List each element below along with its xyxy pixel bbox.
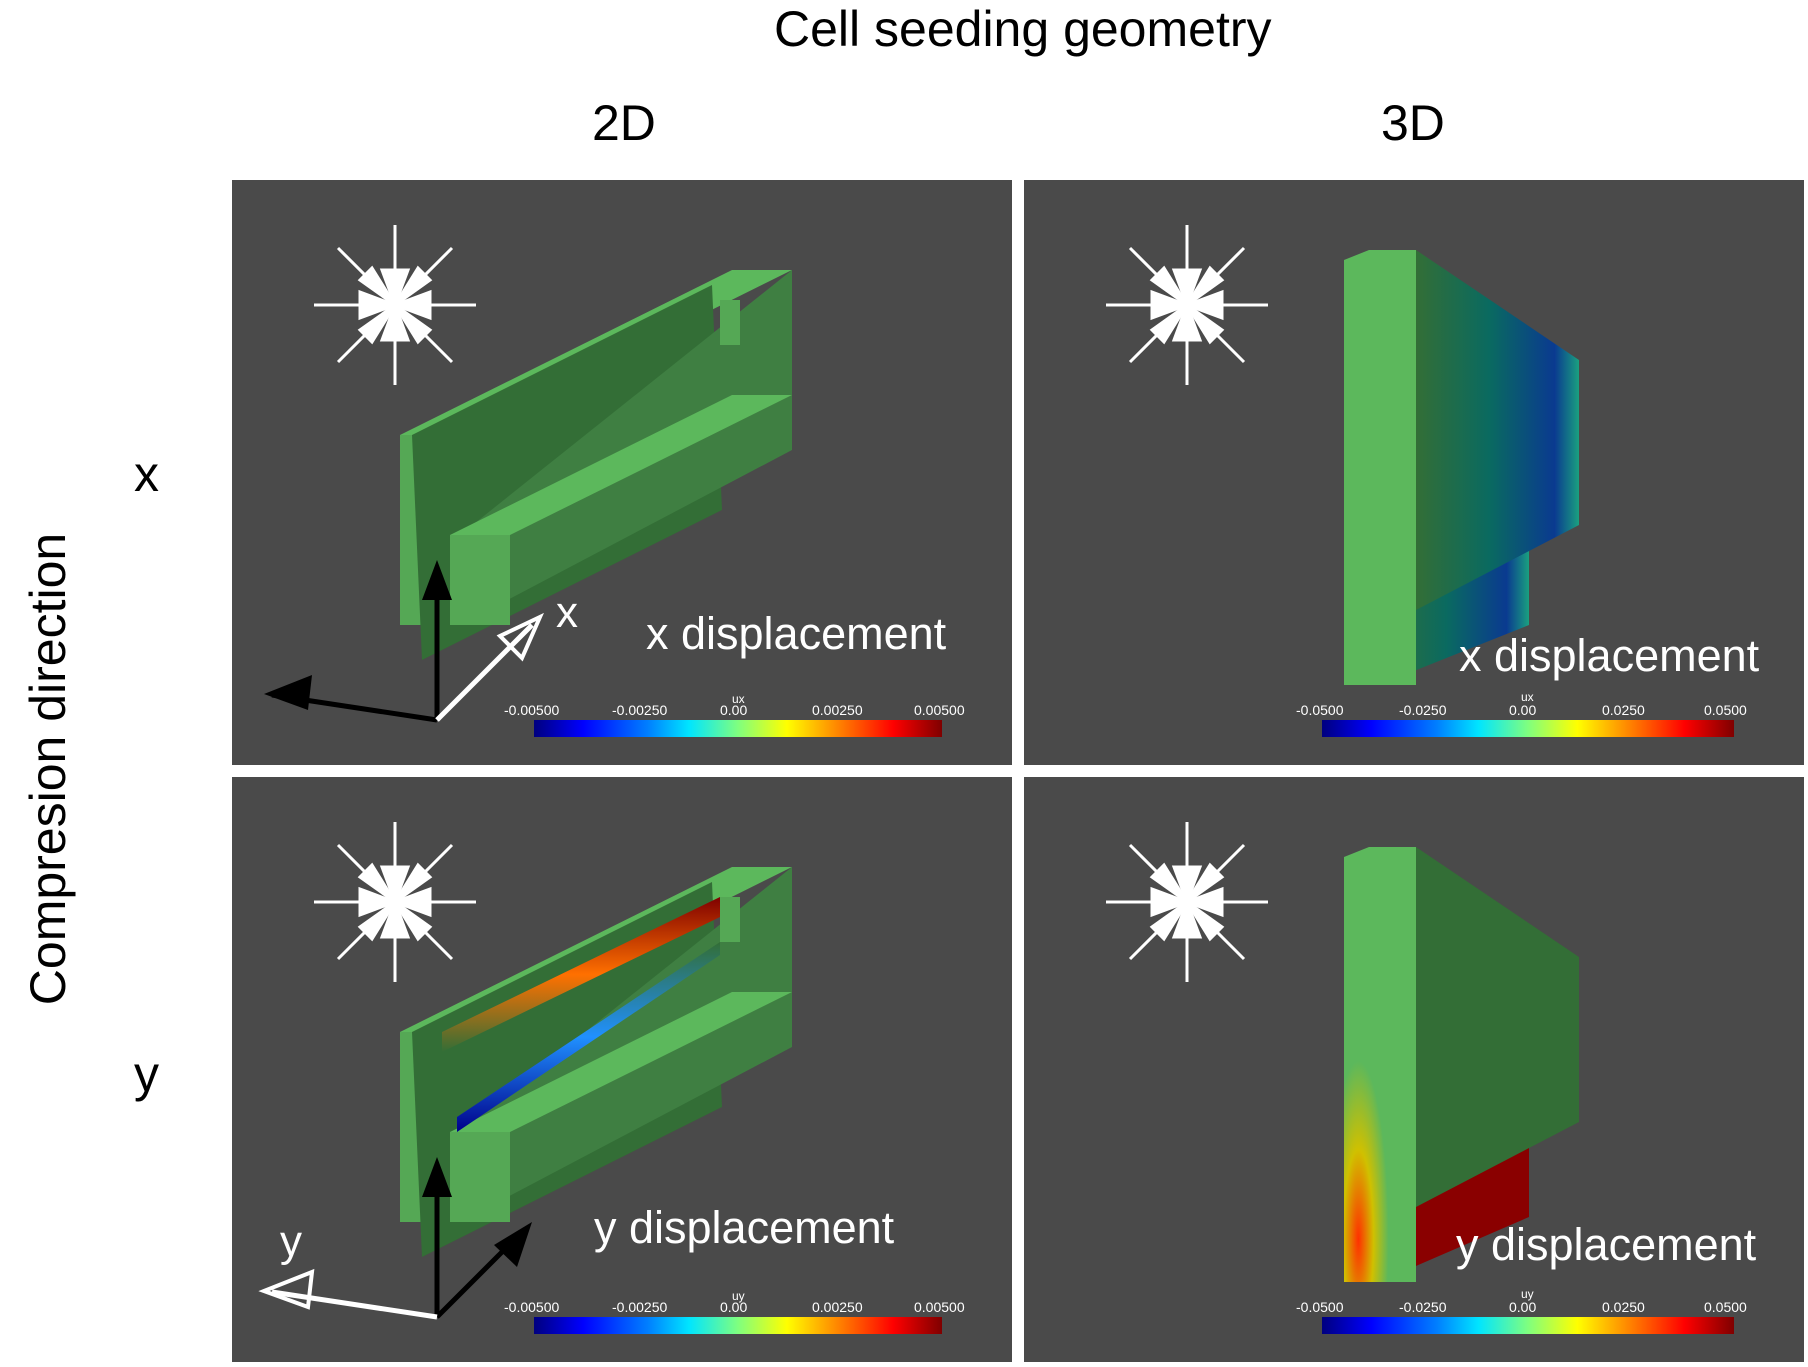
colorbar-tick: 0.00 [1509, 702, 1537, 718]
colorbar [1322, 1317, 1734, 1334]
channel-geometry [400, 867, 792, 1257]
row-header-x: x [134, 446, 159, 502]
colorbar-tick: 0.00 [720, 702, 748, 718]
compression-star-icon [314, 822, 476, 982]
panel-2d-y-graphic [258, 822, 792, 1320]
panel-3d-y: y displacement uy -0.0500 -0.0250 0.00 0… [1024, 777, 1804, 1362]
colorbar-tick: 0.00250 [812, 1299, 863, 1315]
displacement-label: y displacement [594, 1202, 895, 1253]
colorbar-tick: 0.00 [720, 1299, 748, 1315]
colorbar [534, 1317, 942, 1334]
compression-star-icon [1106, 822, 1268, 982]
channel-geometry [400, 270, 792, 660]
colorbar-tick: 0.0500 [1704, 702, 1747, 718]
colorbar-tick: -0.00250 [612, 1299, 668, 1315]
colorbar-tick: -0.0250 [1399, 702, 1447, 718]
colorbar-tick: -0.00250 [612, 702, 668, 718]
axis-label-y: y [280, 1217, 302, 1266]
colorbar-variable: ux [1521, 690, 1534, 704]
colorbar-tick: -0.0500 [1296, 702, 1344, 718]
panel-2d-x-graphic [264, 225, 792, 723]
displacement-label: y displacement [1456, 1219, 1757, 1270]
colorbar-tick: 0.00500 [914, 702, 965, 718]
panel-3d-x: x displacement ux -0.0500 -0.0250 0.00 0… [1024, 180, 1804, 765]
displacement-label: x displacement [1459, 630, 1760, 681]
colorbar-variable: uy [1521, 1287, 1534, 1301]
colorbar-tick: 0.0250 [1602, 702, 1645, 718]
colorbar-tick: -0.0250 [1399, 1299, 1447, 1315]
colorbar-tick: 0.00 [1509, 1299, 1537, 1315]
colorbar [534, 720, 942, 737]
colorbar-variable: uy [732, 1289, 745, 1303]
panel-3d-y-graphic [1106, 822, 1579, 1282]
colorbar-tick: 0.00500 [914, 1299, 965, 1315]
colorbar-variable: ux [732, 692, 745, 706]
row-axis-label: Compresion direction [20, 532, 77, 1006]
column-header-2d: 2D [592, 95, 656, 151]
colorbar-tick: 0.0250 [1602, 1299, 1645, 1315]
panel-2d-x: x x displacement ux -0.00500 -0.00250 0.… [232, 180, 1012, 765]
figure-title: Cell seeding geometry [774, 1, 1272, 57]
panel-3d-x-graphic [1106, 225, 1579, 685]
block-geometry [1344, 847, 1579, 1282]
row-header-y: y [134, 1046, 159, 1102]
displacement-label: x displacement [646, 608, 947, 659]
compression-star-icon [1106, 225, 1268, 385]
block-geometry [1344, 250, 1579, 685]
colorbar-tick: -0.00500 [504, 702, 560, 718]
axis-triad [258, 1157, 532, 1320]
panel-2d-y: y y displacement uy -0.00500 -0.00250 0.… [232, 777, 1012, 1362]
colorbar-tick: 0.0500 [1704, 1299, 1747, 1315]
colorbar [1322, 720, 1734, 737]
colorbar-tick: 0.00250 [812, 702, 863, 718]
colorbar-tick: -0.00500 [504, 1299, 560, 1315]
axis-label-x: x [556, 588, 578, 637]
colorbar-tick: -0.0500 [1296, 1299, 1344, 1315]
column-header-3d: 3D [1381, 95, 1445, 151]
axis-triad [264, 560, 544, 723]
compression-star-icon [314, 225, 476, 385]
